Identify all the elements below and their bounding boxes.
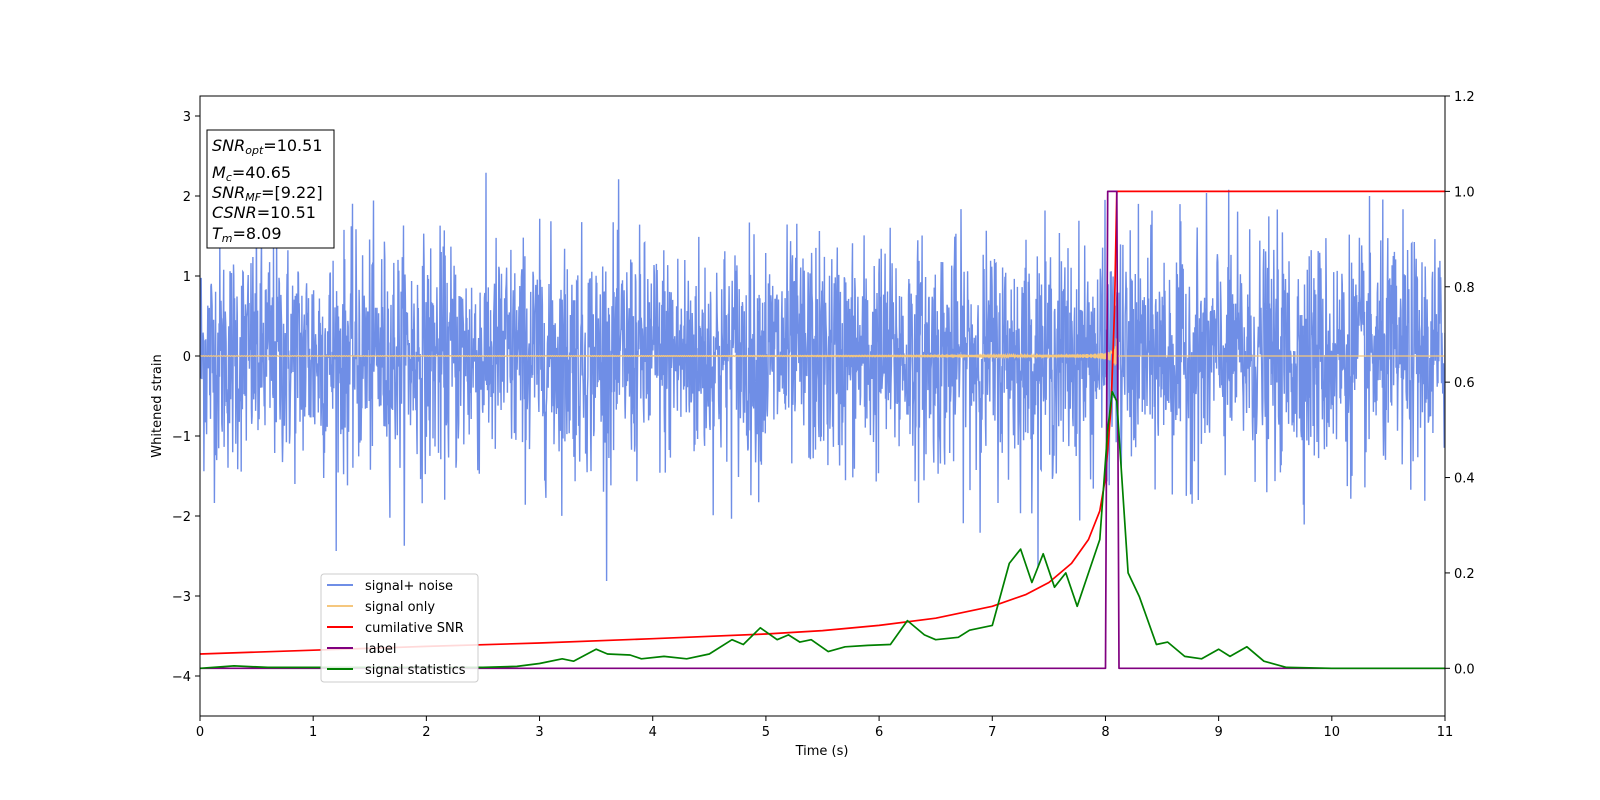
legend-label-signal-noise: signal+ noise bbox=[365, 579, 453, 594]
left-y-tick-label: 0 bbox=[183, 350, 191, 365]
x-tick-label: 4 bbox=[649, 725, 657, 740]
signal-noise-series bbox=[200, 172, 1445, 582]
right-y-tick-label: 0.8 bbox=[1454, 281, 1475, 296]
x-tick-label: 5 bbox=[762, 725, 770, 740]
x-axis-label: Time (s) bbox=[795, 744, 849, 759]
annotation-tm: Tm=8.09 bbox=[212, 224, 282, 245]
left-y-tick-label: 3 bbox=[183, 110, 191, 125]
right-y-tick-label: 0.4 bbox=[1454, 472, 1475, 487]
annotation-box: SNRopt=10.51 Mc=40.65 SNRMF=[9.22] CSNR=… bbox=[206, 129, 335, 249]
right-y-tick-label: 0.0 bbox=[1454, 662, 1475, 677]
label-line bbox=[200, 190, 1445, 670]
legend-label-label: label bbox=[365, 642, 396, 657]
legend-label-signal-only: signal only bbox=[365, 600, 435, 615]
left-y-tick-label: 1 bbox=[183, 270, 191, 285]
y-axis-label: Whitened strain bbox=[150, 354, 165, 457]
x-tick-label: 0 bbox=[196, 725, 204, 740]
x-tick-label: 2 bbox=[422, 725, 430, 740]
left-y-tick-label: −4 bbox=[172, 670, 191, 685]
cumulative-snr-line bbox=[200, 190, 1445, 655]
legend-frame bbox=[320, 573, 479, 683]
x-tick-label: 10 bbox=[1324, 725, 1341, 740]
plot-frame bbox=[199, 95, 1446, 717]
right-y-tick-label: 0.6 bbox=[1454, 376, 1475, 391]
annotation-mc: Mc=40.65 bbox=[212, 163, 291, 184]
legend: signal+ noise signal only cumilative SNR… bbox=[320, 573, 479, 683]
x-axis-ticks: 0 1 2 3 4 5 6 7 8 9 10 11 bbox=[196, 716, 1453, 740]
right-y-tick-label: 1.0 bbox=[1454, 185, 1475, 200]
signal-only-line bbox=[200, 337, 1445, 366]
annotation-csnr: CSNR=10.51 bbox=[212, 203, 316, 222]
x-tick-label: 6 bbox=[875, 725, 883, 740]
right-axis-series bbox=[200, 190, 1445, 670]
annotation-snr-opt: SNRopt=10.51 bbox=[212, 136, 323, 157]
left-y-tick-label: −2 bbox=[172, 510, 191, 525]
x-tick-label: 1 bbox=[309, 725, 317, 740]
x-tick-label: 9 bbox=[1214, 725, 1222, 740]
signal-statistics-line bbox=[200, 390, 1445, 670]
x-tick-label: 11 bbox=[1437, 725, 1454, 740]
left-y-tick-label: 2 bbox=[183, 190, 191, 205]
annotation-snr-mf: SNRMF=[9.22] bbox=[212, 183, 323, 204]
signal-only-series bbox=[200, 337, 1445, 366]
right-y-axis-ticks: 1.2 1.0 0.8 0.6 0.4 0.2 0.0 bbox=[1445, 90, 1475, 677]
legend-label-signal-statistics: signal statistics bbox=[365, 663, 466, 678]
legend-label-cumulative-snr: cumilative SNR bbox=[365, 621, 464, 636]
x-tick-label: 7 bbox=[988, 725, 996, 740]
left-y-axis-ticks: 3 2 1 0 −1 −2 −3 −4 bbox=[172, 110, 200, 685]
signal-noise-line bbox=[200, 172, 1445, 582]
right-y-tick-label: 1.2 bbox=[1454, 90, 1475, 105]
left-y-tick-label: −3 bbox=[172, 590, 191, 605]
x-tick-label: 8 bbox=[1101, 725, 1109, 740]
left-y-tick-label: −1 bbox=[172, 430, 191, 445]
x-tick-label: 3 bbox=[535, 725, 543, 740]
right-y-tick-label: 0.2 bbox=[1454, 567, 1475, 582]
annotation-frame bbox=[206, 129, 335, 249]
